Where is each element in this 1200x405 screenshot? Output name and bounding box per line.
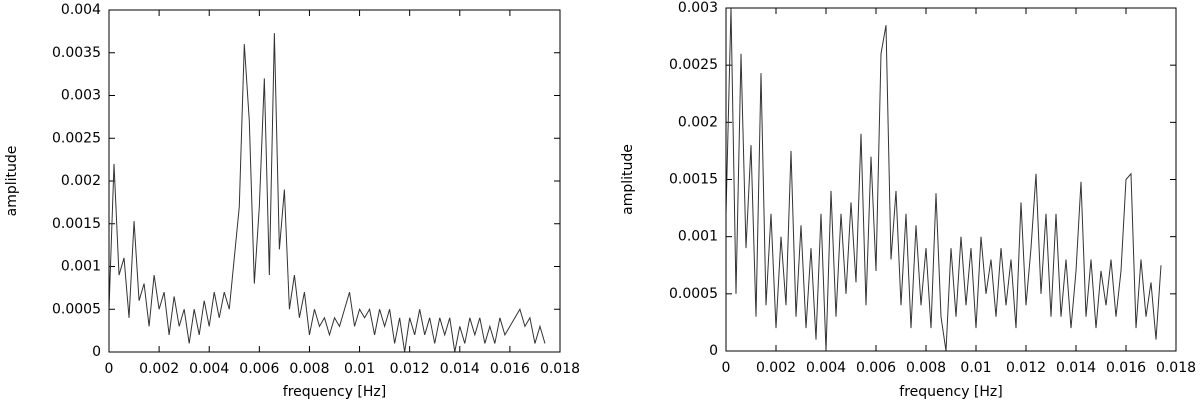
x-tick-label: 0.018	[540, 361, 580, 377]
y-tick-label: 0	[92, 344, 101, 360]
x-tick-label: 0.016	[490, 361, 530, 377]
y-tick-label: 0.0025	[669, 57, 718, 73]
x-tick-label: 0.01	[960, 360, 991, 376]
x-tick-label: 0.014	[1056, 360, 1096, 376]
x-tick-label: 0.012	[390, 361, 430, 377]
y-tick-label: 0.0005	[52, 301, 101, 317]
x-axis-label: frequency [Hz]	[283, 384, 386, 400]
x-axis-label: frequency [Hz]	[899, 384, 1002, 400]
y-tick-label: 0.0035	[52, 45, 101, 61]
x-tick-label: 0.016	[1106, 360, 1146, 376]
plot-frame	[108, 9, 561, 353]
y-tick-label: 0.0015	[52, 216, 101, 232]
y-tick-label: 0.0025	[52, 130, 101, 146]
y-tick-label: 0.0005	[669, 286, 718, 302]
y-tick-label: 0.003	[678, 0, 718, 16]
y-tick-label: 0	[709, 343, 718, 359]
spectrum-line	[726, 8, 1162, 351]
spectrum-line	[109, 33, 546, 352]
y-tick-label: 0.002	[678, 114, 718, 130]
x-tick-label: 0.006	[239, 361, 279, 377]
x-tick-label: 0.004	[806, 360, 846, 376]
panel: 0 0.0005 0.001 0.0015 0.002 0.0025 0.003 0.0035…	[4, 2, 580, 400]
x-tick-label: 0.002	[139, 361, 179, 377]
y-axis-label: amplitude	[4, 146, 20, 217]
x-tick-label: 0.012	[1006, 360, 1046, 376]
x-tick-label: 0.018	[1156, 360, 1196, 376]
x-tick-label: 0	[722, 360, 731, 376]
plot-frame	[725, 7, 1177, 352]
y-tick-label: 0.003	[61, 88, 101, 104]
x-tick-label: 0.008	[289, 361, 329, 377]
y-axis-label: amplitude	[620, 144, 636, 215]
x-tick-label: 0.002	[756, 360, 796, 376]
panel: 0 0.0005 0.001 0.0015 0.002 0.0025 0.003 0 0.002…	[620, 0, 1196, 400]
y-tick-label: 0.004	[61, 2, 101, 18]
x-tick-label: 0.004	[189, 361, 229, 377]
y-tick-label: 0.0015	[669, 172, 718, 188]
x-tick-label: 0	[105, 361, 114, 377]
x-tick-label: 0.014	[440, 361, 480, 377]
x-tick-label: 0.008	[906, 360, 946, 376]
x-tick-label: 0.01	[344, 361, 375, 377]
x-tick-label: 0.006	[856, 360, 896, 376]
y-tick-label: 0.002	[61, 173, 101, 189]
y-tick-label: 0.001	[678, 229, 718, 245]
y-tick-label: 0.001	[61, 259, 101, 275]
